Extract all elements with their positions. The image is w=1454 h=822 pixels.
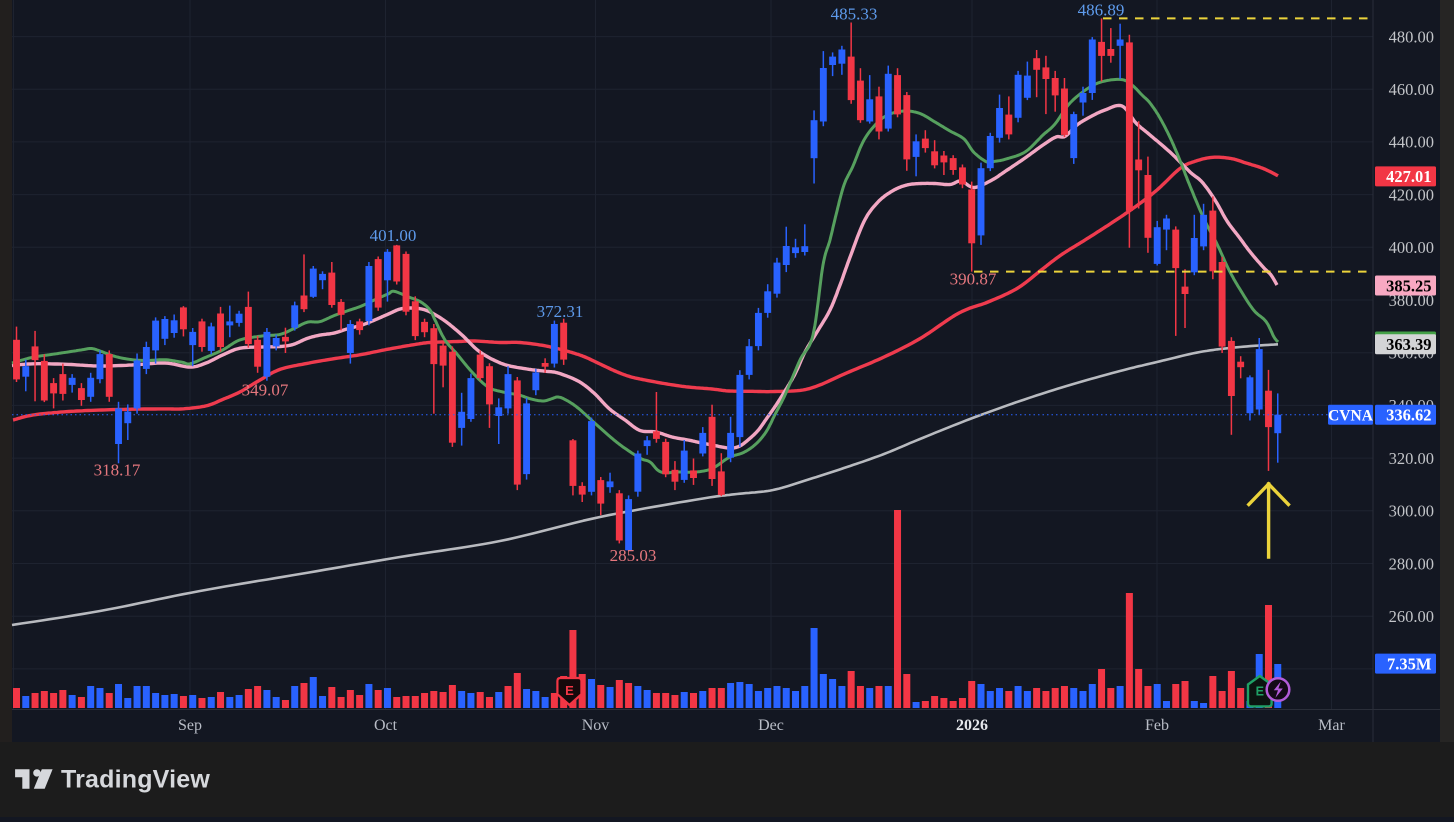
svg-text:280.00: 280.00: [1389, 554, 1434, 573]
svg-text:380.00: 380.00: [1389, 291, 1434, 310]
svg-text:427.01: 427.01: [1386, 167, 1431, 186]
svg-text:260.00: 260.00: [1389, 607, 1434, 626]
svg-text:336.62: 336.62: [1386, 406, 1431, 425]
svg-text:480.00: 480.00: [1389, 27, 1434, 46]
svg-text:485.33: 485.33: [831, 5, 878, 24]
svg-text:Oct: Oct: [374, 717, 398, 734]
svg-text:E: E: [1256, 685, 1264, 699]
svg-text:CVNA: CVNA: [1328, 408, 1374, 425]
svg-text:TradingView: TradingView: [61, 766, 210, 794]
svg-text:Sep: Sep: [178, 717, 202, 734]
svg-text:Mar: Mar: [1318, 717, 1345, 734]
svg-text:401.00: 401.00: [370, 226, 417, 245]
svg-text:349.07: 349.07: [242, 381, 289, 400]
svg-text:420.00: 420.00: [1389, 185, 1434, 204]
svg-text:2026: 2026: [956, 717, 988, 734]
svg-text:Nov: Nov: [582, 717, 610, 734]
svg-text:Dec: Dec: [758, 717, 784, 734]
svg-text:285.03: 285.03: [610, 546, 657, 565]
svg-text:Feb: Feb: [1145, 717, 1169, 734]
svg-text:390.87: 390.87: [950, 270, 997, 289]
svg-text:385.25: 385.25: [1386, 276, 1431, 295]
svg-text:7.35M: 7.35M: [1387, 654, 1432, 673]
svg-text:372.31: 372.31: [537, 302, 584, 321]
svg-text:300.00: 300.00: [1389, 502, 1434, 521]
svg-text:460.00: 460.00: [1389, 80, 1434, 99]
svg-text:320.00: 320.00: [1389, 449, 1434, 468]
svg-text:363.39: 363.39: [1386, 335, 1431, 354]
svg-text:440.00: 440.00: [1389, 133, 1434, 152]
svg-text:486.89: 486.89: [1078, 1, 1125, 20]
svg-text:E: E: [565, 683, 574, 698]
svg-text:318.17: 318.17: [94, 461, 141, 480]
svg-text:400.00: 400.00: [1389, 238, 1434, 257]
